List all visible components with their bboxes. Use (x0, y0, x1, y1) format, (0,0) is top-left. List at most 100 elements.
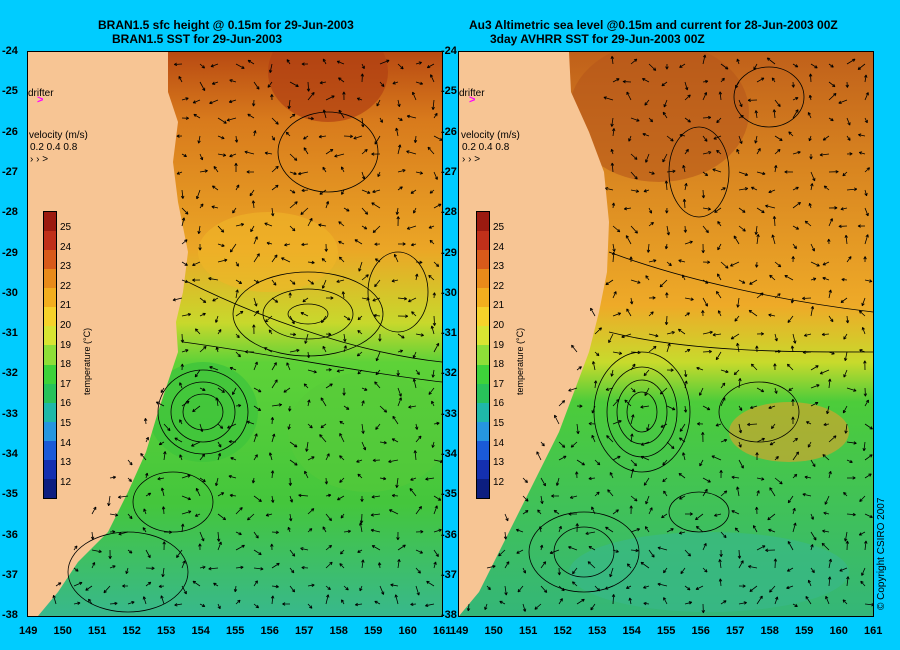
velocity-arrow (784, 275, 794, 281)
velocity-arrow (756, 332, 764, 336)
right-colorbar (476, 211, 490, 499)
velocity-arrow (844, 234, 848, 245)
velocity-arrow (805, 421, 812, 425)
velocity-arrow (374, 279, 381, 288)
velocity-arrow (289, 201, 298, 209)
velocity-arrow (683, 369, 688, 378)
velocity-arrow (431, 369, 435, 378)
velocity-arrow (558, 400, 566, 407)
velocity-arrow (426, 580, 435, 587)
velocity-arrow (117, 495, 129, 499)
velocity-arrow (415, 61, 422, 65)
velocity-arrow (235, 333, 240, 339)
velocity-arrow (109, 565, 116, 569)
velocity-arrow (343, 333, 347, 342)
velocity-arrow (774, 333, 778, 342)
velocity-arrow (786, 363, 794, 371)
velocity-arrow (752, 525, 758, 533)
velocity-arrow (305, 441, 309, 452)
velocity-arrow (666, 331, 675, 335)
velocity-arrow (774, 387, 778, 394)
velocity-arrow (181, 400, 190, 407)
velocity-arrow (770, 423, 776, 430)
velocity-arrow (747, 98, 758, 102)
latitude-tick: -29 (2, 246, 18, 259)
velocity-arrow (630, 495, 638, 502)
velocity-arrow (433, 459, 442, 464)
colorbar-tick: 17 (493, 378, 505, 390)
velocity-arrow (361, 400, 365, 407)
velocity-arrow (612, 351, 623, 355)
velocity-arrow (774, 261, 782, 268)
velocity-arrow (846, 441, 857, 445)
longitude-tick: 150 (53, 625, 72, 637)
velocity-arrow (607, 489, 614, 497)
velocity-arrow (127, 601, 135, 605)
velocity-arrow (657, 546, 668, 551)
velocity-arrow (773, 558, 778, 569)
velocity-arrow (375, 369, 381, 376)
velocity-arrow (702, 171, 709, 177)
velocity-arrow (842, 599, 848, 605)
velocity-arrow (648, 507, 653, 515)
velocity-arrow (701, 189, 706, 199)
velocity-arrow (645, 153, 650, 163)
velocity-arrow (648, 296, 656, 300)
velocity-arrow (516, 549, 524, 554)
velocity-arrow (371, 202, 381, 209)
velocity-arrow (432, 292, 437, 299)
velocity-arrow (769, 441, 776, 446)
velocity-arrow (594, 585, 601, 592)
velocity-arrow (587, 561, 596, 569)
velocity-arrow (318, 223, 327, 227)
velocity-arrow (666, 405, 676, 411)
velocity-arrow (374, 242, 381, 246)
velocity-arrow (195, 487, 201, 497)
velocity-arrow (802, 492, 812, 497)
velocity-arrow (413, 450, 417, 461)
latitude-tick: -28 (2, 206, 18, 219)
velocity-arrow (289, 549, 296, 557)
colorbar-tick: 12 (493, 476, 505, 488)
velocity-arrow (748, 565, 758, 569)
longitude-tick: 156 (691, 625, 710, 637)
velocity-arrow (768, 189, 776, 194)
velocity-arrow (336, 279, 345, 283)
velocity-arrow (594, 491, 600, 497)
velocity-arrow (864, 207, 869, 217)
velocity-arrow (864, 603, 873, 607)
velocity-arrow (199, 203, 204, 209)
velocity-arrow (792, 243, 797, 250)
velocity-arrow (253, 297, 258, 307)
velocity-arrow (626, 91, 632, 101)
velocity-arrow (406, 114, 417, 119)
velocity-arrow (266, 241, 273, 245)
velocity-arrow (861, 297, 866, 307)
velocity-arrow (429, 189, 435, 194)
velocity-arrow (630, 433, 634, 443)
velocity-arrow (270, 595, 275, 605)
velocity-arrow (118, 531, 129, 536)
velocity-arrow (271, 207, 275, 217)
velocity-arrow (379, 405, 388, 413)
velocity-arrow (415, 171, 424, 175)
velocity-arrow (431, 441, 435, 448)
velocity-arrow (343, 345, 347, 353)
velocity-arrow (433, 528, 442, 533)
velocity-arrow (287, 423, 291, 430)
velocity-arrow (211, 205, 219, 209)
velocity-arrow (622, 79, 632, 84)
velocity-arrow (611, 594, 616, 605)
velocity-arrow (841, 277, 848, 282)
velocity-arrow (864, 454, 873, 461)
velocity-arrow (143, 508, 147, 515)
velocity-arrow (648, 63, 657, 71)
right-drifter-label: drifter (459, 88, 485, 99)
velocity-arrow (683, 225, 688, 233)
velocity-arrow (217, 541, 222, 551)
velocity-arrow (819, 369, 830, 375)
velocity-arrow (397, 387, 402, 397)
velocity-arrow (289, 225, 296, 232)
velocity-arrow (271, 254, 278, 263)
velocity-arrow (374, 381, 381, 389)
